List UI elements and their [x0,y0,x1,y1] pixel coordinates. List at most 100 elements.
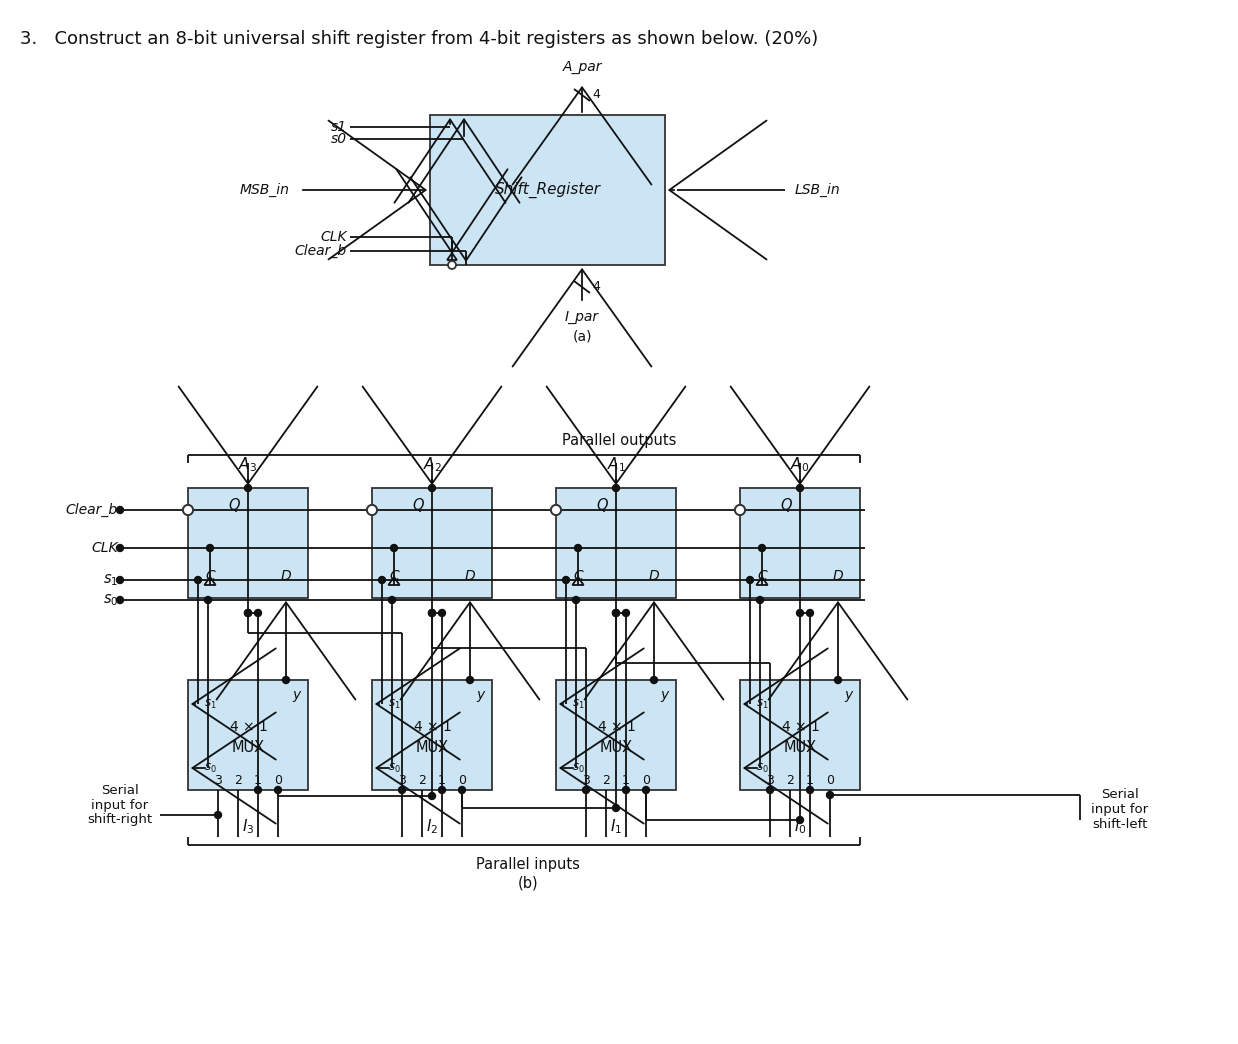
Circle shape [834,677,842,684]
Text: Q: Q [412,498,423,514]
Text: MUX: MUX [232,739,265,755]
Bar [740,488,860,598]
Text: $A_2$: $A_2$ [422,455,442,474]
Circle shape [369,506,375,514]
Circle shape [379,576,385,584]
Text: 2: 2 [786,775,794,787]
Text: $s_1$: $s_1$ [103,572,118,588]
Circle shape [244,484,251,492]
Text: s1: s1 [331,120,347,134]
Text: $I_3$: $I_3$ [241,817,254,836]
Text: 2: 2 [234,775,241,787]
Text: $s_0$: $s_0$ [203,761,217,775]
Circle shape [204,596,212,603]
Text: I_par: I_par [565,310,599,324]
Circle shape [467,677,473,684]
Circle shape [116,545,124,551]
Text: A_par: A_par [562,60,602,74]
Circle shape [183,505,193,515]
Circle shape [116,576,124,584]
Text: C: C [573,569,583,583]
Text: 2: 2 [602,775,610,787]
Circle shape [275,786,281,793]
Circle shape [572,596,579,603]
Text: Shift_Register: Shift_Register [494,182,600,198]
Text: CLK: CLK [321,230,347,244]
Text: 1: 1 [621,775,630,787]
Text: 1: 1 [254,775,262,787]
Text: 0: 0 [274,775,282,787]
Circle shape [551,505,561,515]
Text: $I_0$: $I_0$ [794,817,806,836]
Text: Q: Q [228,498,240,514]
Circle shape [390,545,397,551]
Text: s0: s0 [331,132,347,146]
Text: LSB_in: LSB_in [795,183,841,197]
Text: 0: 0 [826,775,834,787]
Text: $A_1$: $A_1$ [607,455,625,474]
Text: $A_3$: $A_3$ [239,455,258,474]
Circle shape [183,505,193,515]
Circle shape [735,505,745,515]
Circle shape [613,610,619,617]
Circle shape [583,786,589,793]
Text: y: y [660,688,669,702]
Text: D: D [281,569,291,583]
Text: Parallel outputs: Parallel outputs [562,432,676,448]
Circle shape [207,545,213,551]
Circle shape [184,506,192,514]
Text: $s_0$: $s_0$ [387,761,400,775]
Text: Serial
input for
shift-left: Serial input for shift-left [1092,788,1149,831]
Text: 4 $\times$ 1: 4 $\times$ 1 [597,720,635,734]
Circle shape [116,596,124,603]
Text: MUX: MUX [784,739,817,755]
Text: 3: 3 [214,775,222,787]
Text: 2: 2 [418,775,426,787]
Circle shape [244,610,251,617]
Text: $s_1$: $s_1$ [572,697,584,711]
Circle shape [737,506,744,514]
Circle shape [623,610,629,617]
Circle shape [756,596,764,603]
Text: $s_1$: $s_1$ [387,697,400,711]
Bar [188,488,308,598]
Circle shape [759,545,765,551]
Circle shape [399,786,406,793]
Circle shape [389,596,395,603]
Text: D: D [649,569,660,583]
Circle shape [562,576,569,584]
Circle shape [458,786,465,793]
Text: (a): (a) [572,330,592,345]
Circle shape [613,805,619,811]
Text: 3: 3 [582,775,591,787]
Text: 4 $\times$ 1: 4 $\times$ 1 [412,720,452,734]
Text: C: C [758,569,766,583]
Text: $I_1$: $I_1$ [610,817,623,836]
Circle shape [255,610,261,617]
Text: D: D [464,569,475,583]
Bar [740,680,860,790]
Circle shape [623,786,629,793]
Text: y: y [844,688,852,702]
Text: Serial
input for
shift-right: Serial input for shift-right [88,783,152,827]
Text: Q: Q [597,498,608,514]
Text: 0: 0 [458,775,465,787]
Circle shape [613,484,619,492]
Text: $s_1$: $s_1$ [755,697,769,711]
Circle shape [574,545,582,551]
Circle shape [552,506,560,514]
Circle shape [438,610,446,617]
Text: $s_0$: $s_0$ [572,761,584,775]
Text: y: y [475,688,484,702]
Circle shape [366,505,378,515]
Circle shape [428,610,436,617]
Text: 3.   Construct an 8-bit universal shift register from 4-bit registers as shown b: 3. Construct an 8-bit universal shift re… [20,30,818,48]
Circle shape [613,610,619,617]
Text: 4: 4 [592,89,600,101]
Bar [556,680,676,790]
Text: 3: 3 [766,775,774,787]
Circle shape [448,261,456,269]
Bar [188,680,308,790]
Text: CLK: CLK [92,541,118,555]
Circle shape [282,677,290,684]
